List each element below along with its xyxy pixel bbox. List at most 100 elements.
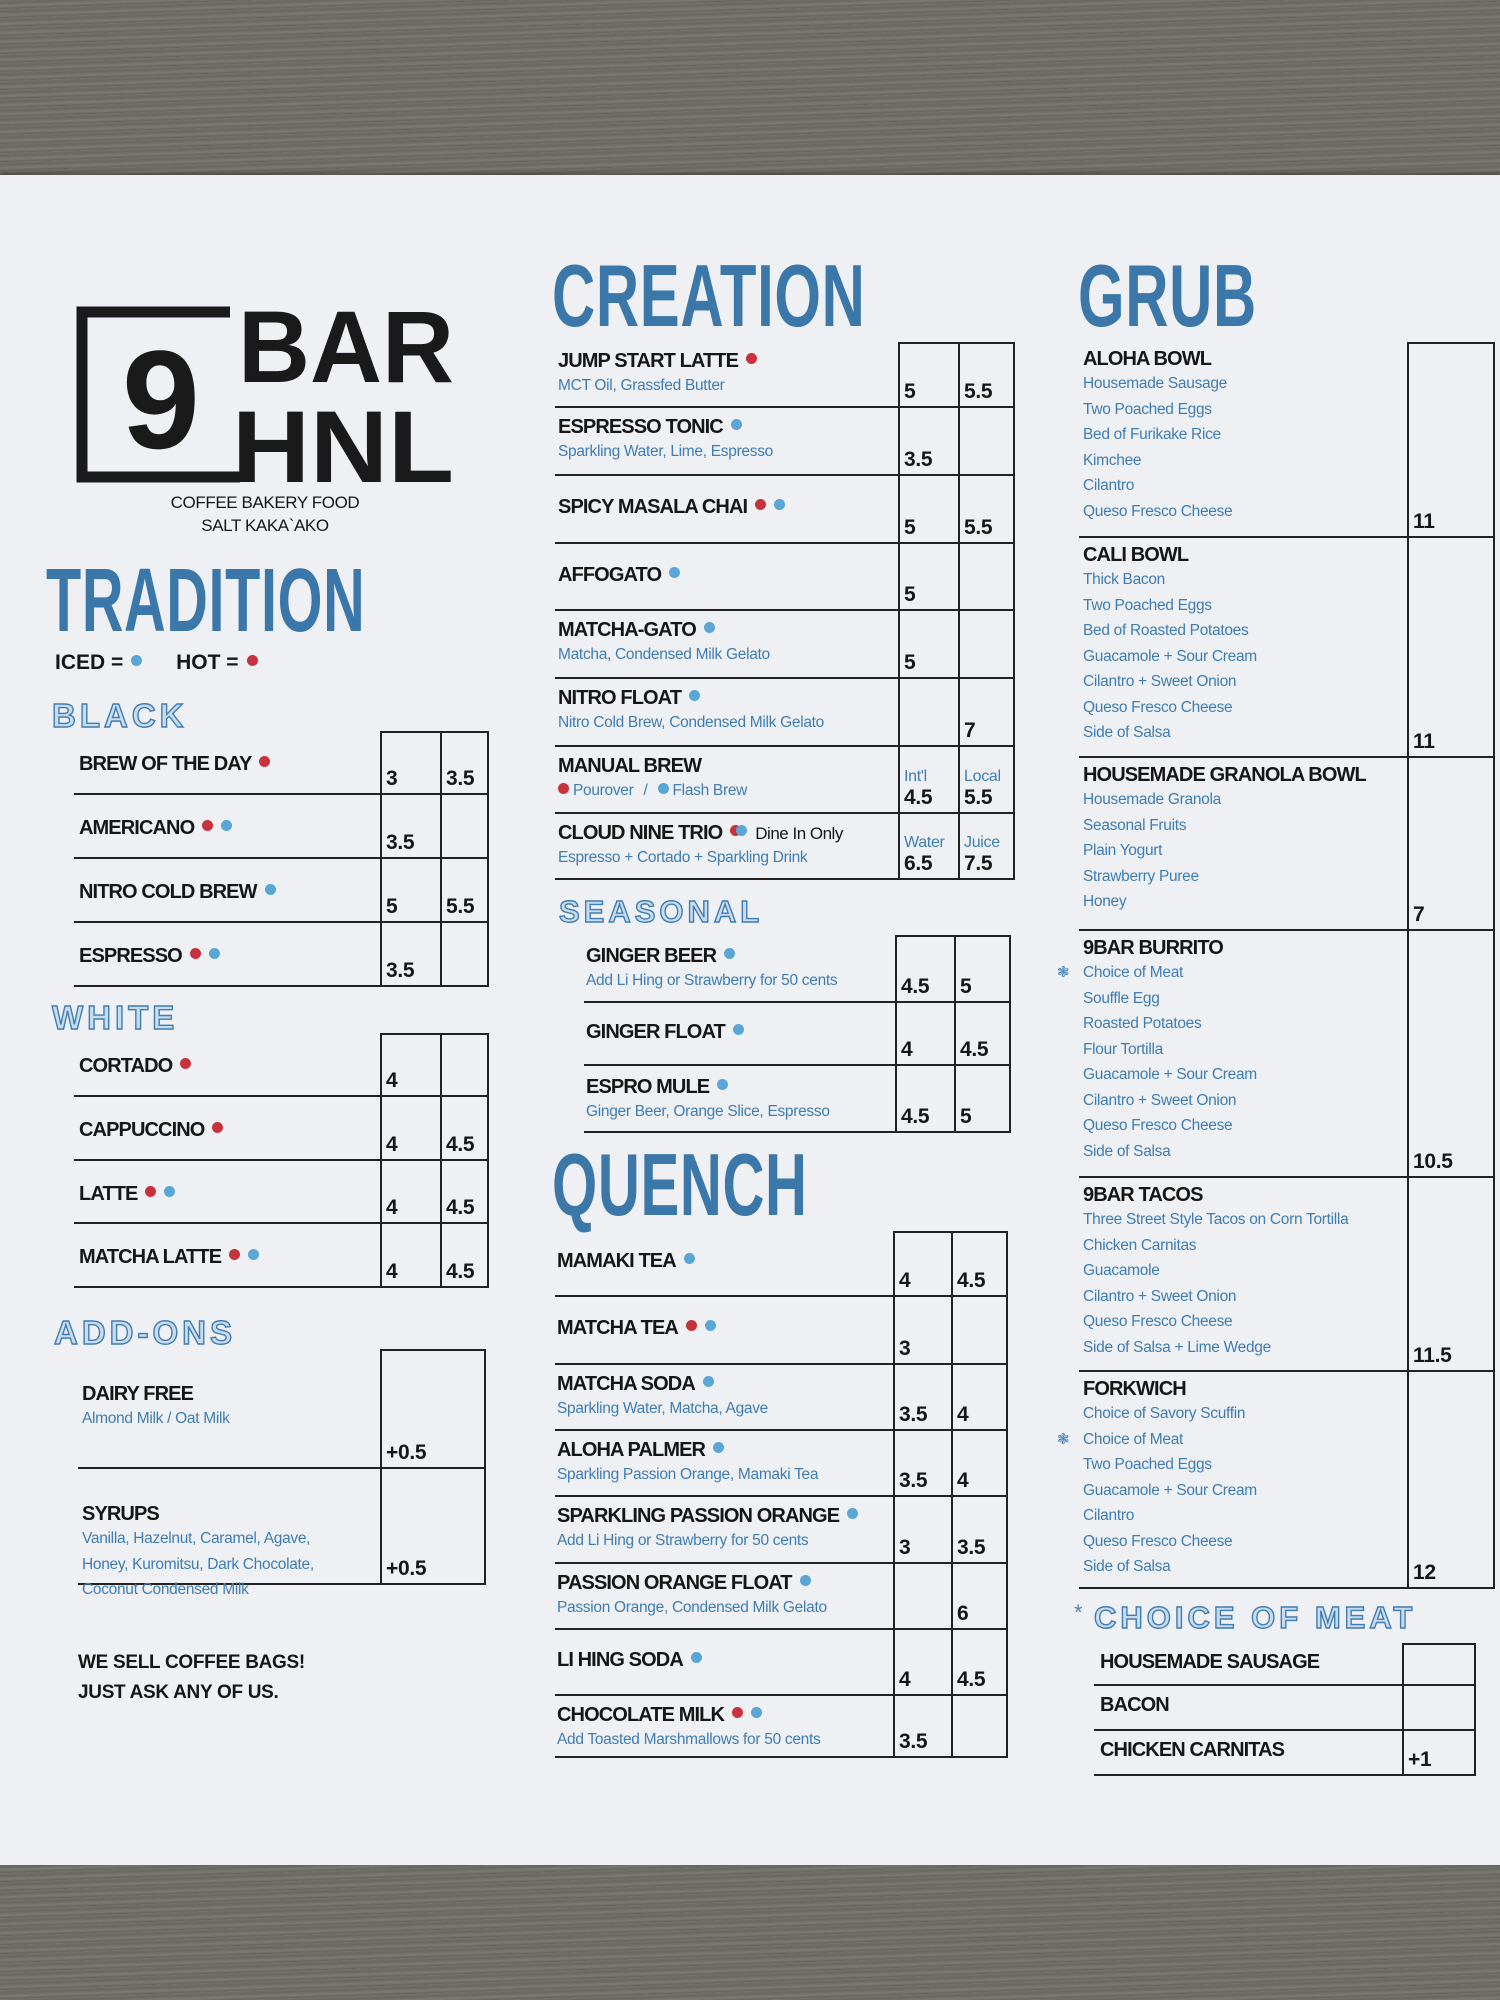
item-name: GINGER BEER [586,945,717,967]
price-value: 5 [960,1105,972,1128]
hot-dot-icon [180,1058,192,1069]
menu-item: 9BAR BURRITO ❃ Choice of Meat Souffle Egg Ro… [1057,931,1495,1178]
menu-item: ESPRESSO TONIC Sparkling Water, Lime, Esp… [555,408,1015,476]
iced-dot-icon [724,948,736,959]
price-value: 4.5 [901,975,930,998]
hot-dot-icon [229,1249,241,1260]
menu-item: LATTE 4 4.5 [74,1161,489,1224]
item-name: CHOCOLATE MILK [557,1704,725,1726]
price-value: 4 [901,1038,913,1061]
price-cell: 4.5 [440,1133,489,1157]
item-description: Souffle Egg [1083,989,1160,1007]
item-text: CLOUD NINE TRIO Dine In Only Espresso + Co… [558,814,843,871]
item-description: Two Poached Eggs [1083,1456,1212,1473]
price-value: 7 [1413,903,1425,926]
iced-dot-icon [689,690,701,701]
item-name: 9BAR BURRITO [1083,937,1224,959]
menu-item: GINGER BEER Add Li Hing or Strawberry for… [584,935,1011,1003]
item-description: Cilantro [1083,1507,1135,1524]
price-cell: 11 [1407,730,1495,754]
item-description: Add Li Hing or Strawberry for 50 cents [557,1532,809,1549]
price-cell: 5 [898,516,958,540]
item-name-line: NITRO FLOAT [558,687,824,710]
item-description: Flour Tortilla [1083,1040,1163,1058]
price-value: 5 [904,583,916,606]
item-description: Matcha, Condensed Milk Gelato [558,646,770,663]
hot-dot-icon [212,1122,224,1133]
item-description: Choice of Savory Scuffin [1083,1405,1246,1422]
item-name-line: SPICY MASALA CHAI [558,496,786,519]
menu-item: HOUSEMADE SAUSAGE [1094,1643,1476,1686]
price-value: +0.5 [386,1557,427,1580]
price-cell: 5 [898,651,958,675]
iced-dot-icon [732,1024,744,1035]
item-name-line: SYRUPS [82,1503,314,1526]
heading-quench: QUENCH [552,1135,808,1234]
price-value: 3.5 [446,767,475,790]
price-value: 4 [957,1469,969,1492]
item-name-line: 9BAR TACOS [1083,1184,1348,1207]
column-divider [440,733,442,985]
item-text: PASSION ORANGE FLOAT Passion Orange, Cond… [557,1564,827,1621]
price-value: 5 [904,380,916,403]
item-text: HOUSEMADE GRANOLA BOWL Housemade Granola S… [1083,758,1367,915]
item-description: Queso Fresco Cheese [1083,1313,1233,1330]
menu-item: MANUAL BREW Pourover / Flash Brew Int'l 4.5 Lo… [555,747,1015,814]
coffee-bags-note: WE SELL COFFEE BAGS! JUST ASK ANY OF US. [78,1648,305,1708]
price-cell: 3.5 [380,959,440,983]
item-description: Cilantro + Sweet Onion [1083,1091,1237,1109]
item-description: Almond Milk / Oat Milk [82,1410,230,1427]
price-cell: 4.5 [440,1196,489,1220]
price-cell: 11 [1407,510,1495,534]
price-value: 4 [386,1260,398,1283]
item-name-line: 9BAR BURRITO [1083,937,1257,960]
item-options: Pourover / Flash Brew [558,778,747,804]
hot-dot-icon [259,756,271,767]
price-cell: 4 [893,1668,951,1692]
item-description: Kimchee [1083,451,1142,469]
option-separator: / [643,782,648,799]
menu-item: MATCHA SODA Sparkling Water, Matcha, Agav… [555,1365,1008,1431]
price-value: 5.5 [446,895,475,918]
price-cell: 4 [380,1069,440,1093]
item-text: CHOCOLATE MILK Add Toasted Marshmallows f… [557,1696,821,1753]
item-description: Honey, Kuromitsu, Dark Chocolate, [82,1555,314,1573]
price-value: +1 [1408,1748,1432,1771]
menu-item: BREW OF THE DAY 3 3.5 [74,731,489,795]
legend-hot-label: HOT = [176,651,239,674]
meat-marker-icon: * [1074,1600,1083,1625]
price-cell: 4 [951,1469,1008,1493]
price-cell: 3.5 [893,1469,951,1493]
price-cell: 5 [380,895,440,919]
item-name-line: GINGER FLOAT [586,1021,744,1044]
item-description-line: ❃ Choice of Meat [1057,1427,1257,1453]
item-description: Add Toasted Marshmallows for 50 cents [557,1731,821,1748]
item-text: MATCHA SODA Sparkling Water, Matcha, Agav… [557,1365,768,1422]
hot-dot-icon [732,1707,744,1718]
item-text: GINGER FLOAT [586,1003,744,1044]
iced-dot-icon [221,820,233,831]
item-text: CAPPUCCINO [79,1097,224,1142]
item-name: MATCHA TEA [557,1317,679,1339]
price-cell: Local 5.5 [958,768,1015,810]
menu-item: MATCHA TEA 3 [555,1297,1008,1365]
item-description: Guacamole [1083,1262,1160,1279]
item-name-line: CHICKEN CARNITAS [1100,1739,1285,1762]
item-name: ALOHA PALMER [557,1439,706,1461]
item-text: MATCHA LATTE [79,1224,260,1269]
item-text: LATTE [79,1161,176,1206]
item-name-line: HOUSEMADE SAUSAGE [1100,1651,1320,1674]
price-cell: 10.5 [1407,1150,1495,1174]
price-cell: 5 [954,975,1011,999]
item-text: MATCHA-GATO Matcha, Condensed Milk Gelato [558,611,770,668]
item-description: Three Street Style Tacos on Corn Tortill… [1083,1211,1349,1228]
price-cell: 7 [958,719,1015,743]
heading-grub: GRUB [1078,246,1257,345]
hot-dot-icon [558,783,569,794]
menu-item: SPARKLING PASSION ORANGE Add Li Hing or S… [555,1497,1008,1564]
item-description: Sparkling Passion Orange, Mamaki Tea [557,1466,819,1483]
price-cell: 4.5 [895,975,954,999]
price-value: 7.5 [964,852,993,875]
iced-dot-icon [208,948,220,959]
meat-choice-marker-icon: ❃ [1057,964,1070,981]
